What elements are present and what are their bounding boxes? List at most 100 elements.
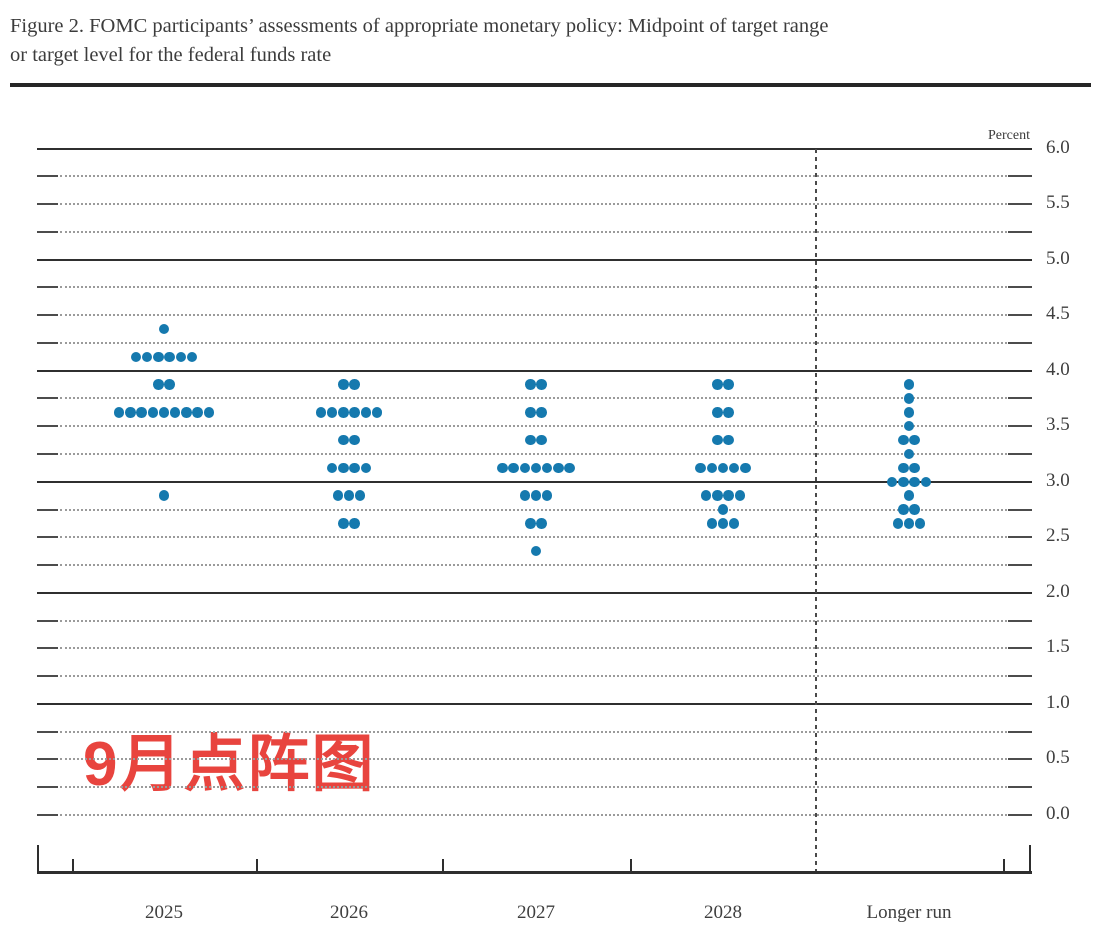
dot (114, 407, 125, 418)
dot (530, 545, 542, 557)
y-axis-label: 5.0 (1046, 247, 1070, 269)
y-axis-label: 5.5 (1046, 192, 1070, 214)
gridline-right-dash (1008, 813, 1032, 816)
dot (740, 462, 751, 474)
gridline-left-dash (37, 425, 58, 428)
gridline-right-dash (1008, 230, 1032, 233)
y-axis-unit-label: Percent (988, 128, 1030, 143)
gridline-dotted (60, 175, 1007, 178)
dot (153, 379, 164, 390)
dot (542, 490, 553, 501)
dot (343, 490, 355, 501)
dot (203, 407, 214, 418)
dot (349, 379, 360, 390)
dot (723, 490, 734, 501)
gridline-right-dash (1008, 452, 1032, 455)
gridline-left-dash (37, 341, 58, 344)
dot (717, 518, 729, 529)
gridline-left-dash (37, 452, 58, 455)
dot (909, 504, 920, 515)
y-axis-label: 3.0 (1046, 469, 1070, 491)
dot (519, 490, 530, 501)
dot (338, 379, 349, 390)
dot (717, 504, 729, 515)
dot (360, 407, 371, 418)
gridline-dotted (60, 508, 1007, 511)
dot (898, 434, 909, 446)
dot (903, 421, 915, 432)
figure-title: Figure 2. FOMC participants’ assessments… (10, 12, 1095, 70)
gridline-solid (37, 258, 1032, 261)
axis-tick (630, 859, 632, 872)
gridline-dotted (60, 230, 1007, 233)
axis-tick (72, 859, 74, 872)
dot (497, 462, 508, 474)
y-axis-label: 4.0 (1046, 358, 1070, 380)
dot (360, 462, 371, 474)
dot (695, 462, 706, 474)
dot (355, 490, 366, 501)
dot (125, 407, 136, 418)
gridline-dotted (60, 647, 1007, 650)
y-axis-label: 2.0 (1046, 580, 1070, 602)
dot (542, 462, 553, 474)
gridline-dotted (60, 286, 1007, 289)
dot (706, 518, 717, 529)
gridline-dotted (60, 813, 1007, 816)
dot (142, 351, 153, 362)
gridline-left-dash (37, 397, 58, 400)
dot (892, 518, 903, 529)
dot (723, 379, 734, 390)
y-axis-label: 0.5 (1046, 747, 1070, 769)
gridline-right-dash (1008, 286, 1032, 289)
gridline-left-dash (37, 730, 58, 733)
x-axis-line (37, 871, 1032, 874)
gridline-right-dash (1008, 564, 1032, 567)
gridline-dotted (60, 758, 1007, 761)
dot (136, 407, 147, 418)
dot (332, 490, 343, 501)
dot (903, 448, 915, 460)
dot (723, 407, 734, 418)
axis-tick (1029, 845, 1031, 872)
dot (153, 351, 164, 362)
dot (164, 351, 175, 362)
dot (130, 351, 142, 362)
gridline-left-dash (37, 564, 58, 567)
dot (175, 351, 186, 362)
gridline-left-dash (37, 286, 58, 289)
y-axis-label: 1.5 (1046, 636, 1070, 658)
gridline-dotted (60, 619, 1007, 622)
gridline-dotted (60, 536, 1007, 539)
gridline-right-dash (1008, 341, 1032, 344)
dot (158, 323, 170, 335)
gridline-dotted (60, 425, 1007, 428)
y-axis-label: 1.0 (1046, 691, 1070, 713)
gridline-right-dash (1008, 203, 1032, 206)
dot (349, 518, 360, 529)
dot (338, 434, 349, 446)
gridline-left-dash (37, 175, 58, 178)
gridline-right-dash (1008, 675, 1032, 678)
gridline-left-dash (37, 508, 58, 511)
dot (164, 379, 175, 390)
dot (712, 490, 723, 501)
dot (181, 407, 192, 418)
x-axis-label: 2028 (704, 902, 742, 924)
dot (734, 490, 745, 501)
gridline-dotted (60, 452, 1007, 455)
dot (903, 407, 915, 418)
dot (712, 434, 723, 446)
axis-tick (37, 845, 39, 872)
gridline-right-dash (1008, 619, 1032, 622)
gridline-left-dash (37, 314, 58, 317)
dot (508, 462, 519, 474)
axis-tick (256, 859, 258, 872)
dot (536, 379, 547, 390)
gridline-dotted (60, 203, 1007, 206)
axis-tick (1003, 859, 1005, 872)
y-axis-label: 6.0 (1046, 136, 1070, 158)
dot (525, 379, 536, 390)
dot (898, 462, 909, 474)
gridline-right-dash (1008, 758, 1032, 761)
